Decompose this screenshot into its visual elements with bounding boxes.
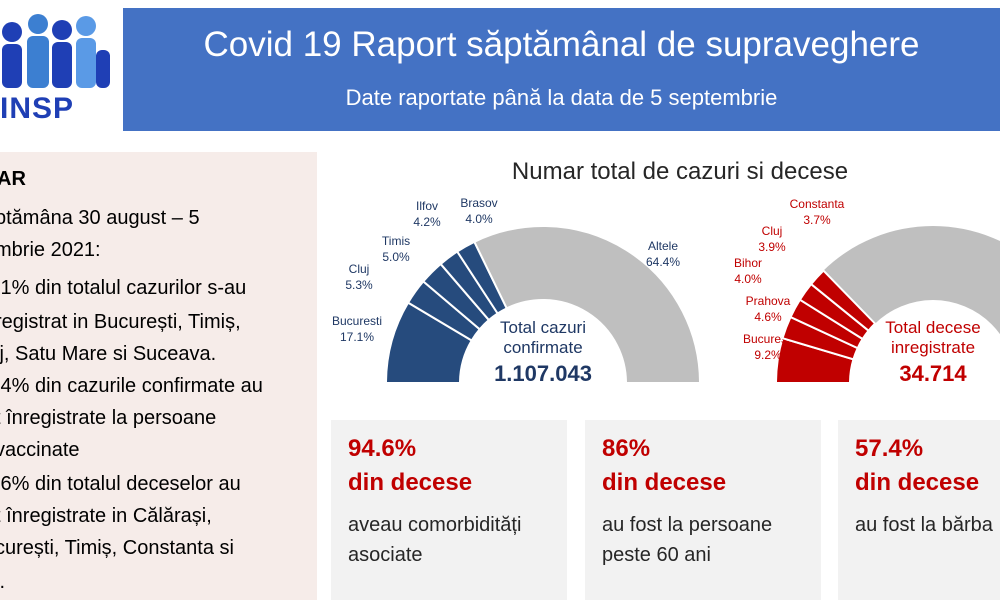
slice-value: 9.2% <box>754 348 782 362</box>
center-label: confirmate <box>503 338 582 357</box>
slice-label: Altele <box>648 239 678 253</box>
stat-subtitle: din decese <box>602 469 727 496</box>
slice-label: Timis <box>382 234 410 248</box>
slice-value: 5.0% <box>382 250 410 264</box>
summary-line: i. <box>0 566 5 598</box>
stat-description: asociate <box>348 544 423 566</box>
summary-line: t înregistrate in Călărași, <box>0 505 212 527</box>
summary-line: registrat in București, Timiș, <box>0 311 241 333</box>
summary-line: ij, Satu Mare si Suceava. <box>0 343 217 365</box>
slice-label: Cluj <box>762 224 783 238</box>
donut-slice-altele <box>473 225 702 384</box>
slice-label: Ilfov <box>416 199 438 213</box>
slice-value: 17.1% <box>340 330 374 344</box>
logo-text: INSP <box>0 92 75 125</box>
summary-line: t înregistrate la persoane <box>0 407 217 429</box>
page-title: Covid 19 Raport săptămânal de supraveghe… <box>203 25 920 64</box>
center-label: inregistrate <box>891 338 975 357</box>
summary-panel: AR ptămâna 30 august – 5 mbrie 2021: ,1%… <box>0 152 317 600</box>
slice-label: Brasov <box>460 196 497 210</box>
slice-value: 4.0% <box>734 272 762 286</box>
center-label: Total decese <box>885 318 980 337</box>
stat-description: au fost la bărba <box>855 514 993 536</box>
slice-value: 64.4% <box>646 255 680 269</box>
logo-people-icon <box>0 0 115 95</box>
slice-label: Bihor <box>734 256 762 270</box>
donut-slice-constanta <box>809 269 877 333</box>
center-value: 1.107.043 <box>494 361 592 386</box>
stat-percent: 86% <box>602 435 651 462</box>
stat-card: 57.4% din decese au fost la bărba <box>838 420 1000 600</box>
slice-label: Constanta <box>790 197 845 211</box>
center-value: 34.714 <box>899 361 967 386</box>
header-banner: Covid 19 Raport săptămânal de supraveghe… <box>123 8 1000 131</box>
stat-subtitle: din decese <box>855 469 980 496</box>
summary-line: ,4% din cazurile confirmate au <box>0 375 263 397</box>
stat-description: aveau comorbidități <box>348 514 522 536</box>
slice-value: 4.6% <box>754 310 782 324</box>
slice-value: 4.2% <box>413 215 441 229</box>
stat-description: au fost la persoane <box>602 514 773 536</box>
page-subtitle: Date raportate până la data de 5 septemb… <box>345 85 778 110</box>
slice-label: Bucuresti <box>332 314 382 328</box>
stat-percent: 57.4% <box>855 435 924 462</box>
stat-description: peste 60 ani <box>602 544 711 566</box>
summary-line: vaccinate <box>0 439 80 461</box>
donut-charts: Bucuresti 17.1% Cluj 5.3% Timis 5.0% Ilfov 4.2%… <box>332 196 1000 386</box>
stat-subtitle: din decese <box>348 469 473 496</box>
stat-card: 94.6% din decese aveau comorbidități aso… <box>331 420 567 600</box>
summary-line: ,6% din totalul deceselor au <box>0 473 241 495</box>
slice-value: 3.7% <box>803 213 831 227</box>
stat-card: 86% din decese au fost la persoane peste… <box>585 420 821 600</box>
summary-line: ,1% din totalul cazurilor s-au <box>0 277 247 299</box>
stat-percent: 94.6% <box>348 435 417 462</box>
slice-label: Bucuresti <box>743 332 793 346</box>
slice-value: 3.9% <box>758 240 786 254</box>
slice-value: 4.0% <box>465 212 493 226</box>
summary-heading: AR <box>0 168 26 190</box>
summary-line: curești, Timiș, Constanta si <box>0 537 234 559</box>
slice-label: Cluj <box>349 262 370 276</box>
center-label: Total cazuri <box>500 318 586 337</box>
slice-value: 5.3% <box>345 278 373 292</box>
summary-line: mbrie 2021: <box>0 239 101 261</box>
insp-logo: INSP <box>0 0 115 130</box>
chart-title: Numar total de cazuri si decese <box>511 158 849 185</box>
slice-label: Prahova <box>746 294 791 308</box>
summary-line: ptămâna 30 august – 5 <box>0 207 200 229</box>
